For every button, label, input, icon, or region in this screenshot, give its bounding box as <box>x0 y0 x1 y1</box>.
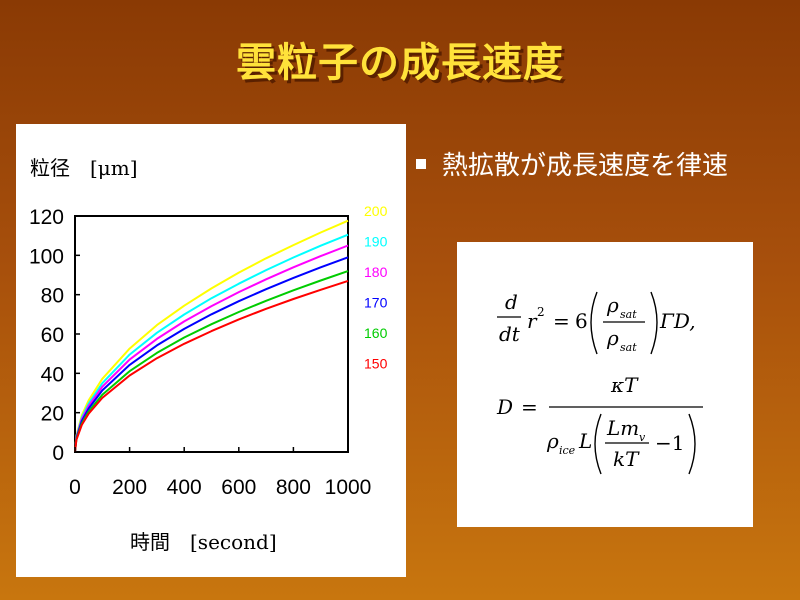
eq2-kT: κT <box>610 373 639 397</box>
eq1-d: d <box>505 290 518 314</box>
equation-growth-rate: d dt r 2 = 6 ρ sat ρ sat ΓD, <box>497 290 696 355</box>
equation-diffusion: D = κT ρ ice L Lm v kT −1 <box>496 373 703 475</box>
eq2-rho: ρ <box>546 429 559 453</box>
eq2-Lm: Lm <box>606 416 639 440</box>
eq1-sat-den: sat <box>620 341 637 354</box>
eq2-v: v <box>639 431 646 444</box>
eq2-kT-den: kT <box>613 447 640 471</box>
eq1-six: 6 <box>575 309 588 333</box>
eq1-r-exponent: 2 <box>537 305 545 319</box>
bullet-item: 熱拡散が成長速度を律速 <box>416 148 776 184</box>
eq2-D: D <box>496 395 513 419</box>
eq2-equals: = <box>521 395 538 419</box>
chart-panel <box>16 124 406 577</box>
eq1-sat-num: sat <box>620 308 637 321</box>
eq2-ice: ice <box>559 444 576 457</box>
growth-equations: d dt r 2 = 6 ρ sat ρ sat ΓD, D = κT ρ ic… <box>496 290 703 475</box>
eq1-equals: = <box>553 309 570 333</box>
eq1-dt: dt <box>499 322 521 346</box>
eq1-rho-den: ρ <box>606 326 619 350</box>
x-axis-label: 時間 [second] <box>130 530 277 554</box>
bullet-text: 熱拡散が成長速度を律速 <box>442 151 729 181</box>
formula-box: d dt r 2 = 6 ρ sat ρ sat ΓD, D = κT ρ ic… <box>457 242 753 527</box>
eq2-minus-one: −1 <box>655 431 684 455</box>
eq1-rho-num: ρ <box>606 293 619 317</box>
eq1-gamma-d: ΓD, <box>659 309 696 333</box>
slide-title: 雲粒子の成長速度 <box>236 40 564 86</box>
y-axis-label: 粒径 [μm] <box>30 156 138 180</box>
bullet-square-icon <box>416 158 426 169</box>
eq2-L: L <box>578 429 592 453</box>
eq1-r: r <box>527 309 538 333</box>
